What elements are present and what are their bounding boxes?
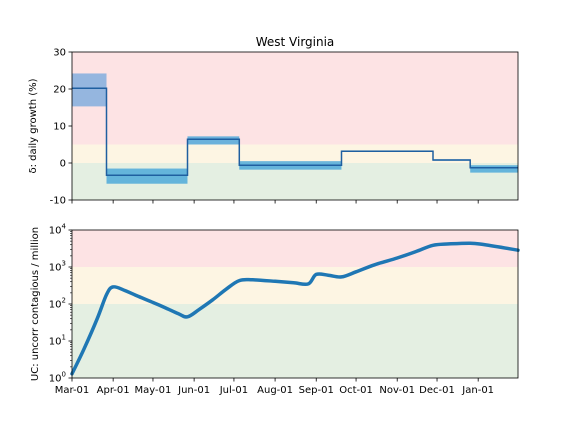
- date-x-tick-label: Apr-01: [97, 385, 130, 396]
- contagious-zone-band-2: [72, 304, 518, 378]
- date-x-tick-label: Dec-01: [419, 385, 455, 396]
- growth-zone-band-1: [72, 144, 518, 163]
- growth-ci-band-6: [470, 165, 518, 173]
- growth-y-tick-label: 0: [60, 159, 66, 170]
- contagious-zone-band-1: [72, 267, 518, 304]
- growth-y-tick-label: 30: [53, 48, 66, 59]
- contagious-y-ticks: 100 101 102 103 104: [49, 223, 72, 385]
- growth-y-axis-label: δ: daily growth (%): [28, 78, 39, 173]
- date-x-tick-label: Nov-01: [379, 385, 415, 396]
- contagious-y-tick-label: 103: [49, 260, 66, 274]
- growth-ci-band-2: [187, 136, 240, 145]
- growth-ci-band-1: [106, 168, 188, 184]
- contagious-panel: 100 101 102 103 104 Mar-01 Apr-01 May-01 Jun-01…: [30, 223, 520, 396]
- contagious-zone-bands: [72, 230, 518, 378]
- growth-y-tick-label: 10: [53, 122, 66, 133]
- date-x-tick-label: Jun-01: [177, 385, 210, 396]
- growth-y-ticks: -10 0 10 20 30: [50, 48, 72, 207]
- growth-y-tick-label: 20: [53, 85, 66, 96]
- date-x-tick-label: Jul-01: [219, 385, 248, 396]
- date-x-tick-label: Oct-01: [339, 385, 373, 396]
- growth-y-tick-label: -10: [50, 196, 66, 207]
- contagious-y-tick-label: 104: [49, 223, 67, 237]
- contagious-zone-band-0: [72, 230, 518, 267]
- contagious-y-tick-label: 100: [49, 371, 66, 385]
- date-x-tick-label: May-01: [135, 385, 172, 396]
- chart-title: West Virginia: [256, 35, 335, 49]
- contagious-y-tick-label: 101: [49, 334, 66, 348]
- growth-rate-line: [72, 87, 518, 176]
- date-x-tick-label: Aug-01: [257, 385, 293, 396]
- contagious-y-tick-label: 102: [49, 297, 66, 311]
- growth-zone-band-0: [72, 52, 518, 145]
- contagious-line: [70, 241, 520, 376]
- date-x-tick-label: Jan-01: [461, 385, 494, 396]
- date-x-tick-label: Sep-01: [299, 385, 334, 396]
- growth-rate-panel: -10 0 10 20 30 West Virginia δ: daily growth…: [28, 35, 519, 207]
- date-x-tick-label: Mar-01: [55, 385, 90, 396]
- growth-ci-band-0: [72, 73, 107, 107]
- growth-x-ticks: [71, 200, 479, 204]
- date-x-ticks: Mar-01 Apr-01 May-01 Jun-01 Jul-01 Aug-01 Sep-…: [55, 378, 494, 396]
- contagious-y-axis-label: UC: uncorr contagious / million: [30, 227, 41, 381]
